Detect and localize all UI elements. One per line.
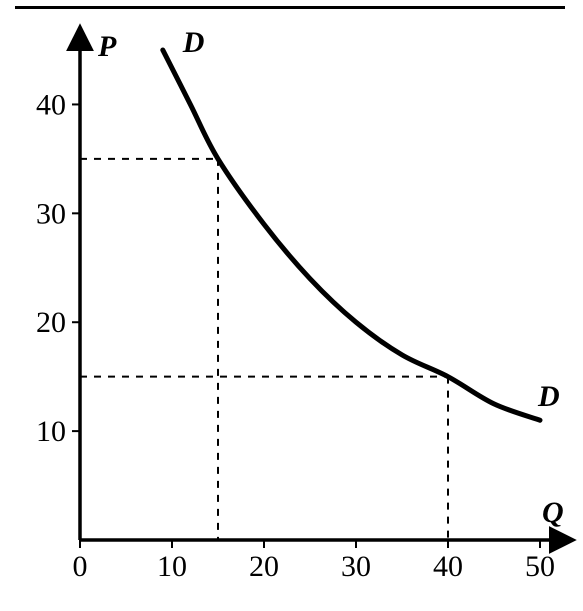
y-tick-label: 40	[36, 88, 66, 121]
x-tick-label: 50	[525, 550, 555, 583]
demand-curve	[163, 50, 540, 420]
x-tick-label: 40	[433, 550, 463, 583]
y-tick-label: 30	[36, 197, 66, 230]
y-tick-label: 10	[36, 415, 66, 448]
x-tick-label: 30	[341, 550, 371, 583]
x-axis-label: Q	[542, 496, 564, 529]
x-tick-label: 20	[249, 550, 279, 583]
chart-container: { "chart": { "type": "line", "y_axis_lab…	[0, 0, 583, 611]
curve-label-end: D	[537, 380, 560, 413]
y-tick-label: 20	[36, 306, 66, 339]
top-rule	[15, 6, 565, 27]
curve-label-start: D	[182, 26, 205, 59]
demand-curve-chart: 0 10 20 30 40 50 10 20 30 40 P Q D D	[0, 0, 583, 590]
x-tick-label: 10	[157, 550, 187, 583]
x-tick-label: 0	[73, 550, 88, 583]
y-axis-label: P	[97, 30, 117, 63]
